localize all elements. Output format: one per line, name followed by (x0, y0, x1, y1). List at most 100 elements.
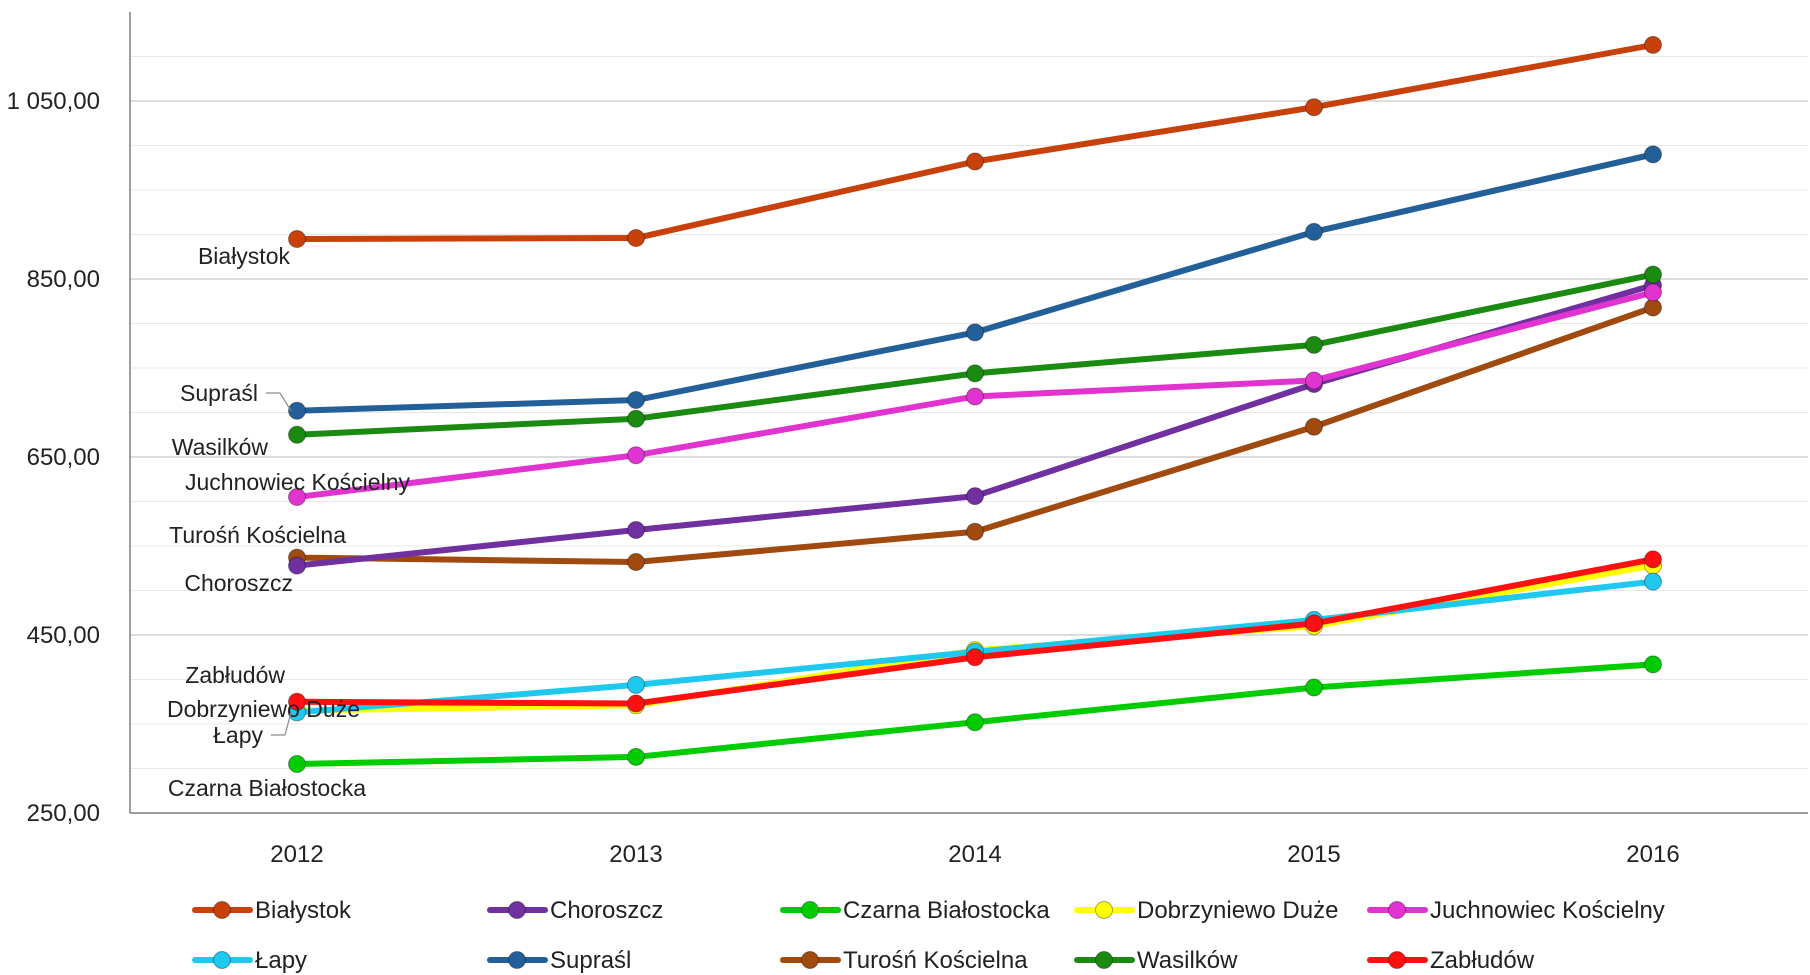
legend-label: Turośń Kościelna (843, 947, 1028, 974)
legend-item: Supraśl (487, 947, 631, 974)
data-point (1644, 283, 1662, 302)
x-axis-ticks: 2012 2013 2014 2015 2016 (270, 841, 1679, 868)
legend-swatch-marker (508, 951, 526, 969)
data-point (1305, 614, 1323, 633)
legend-item: Juchnowiec Kościelny (1367, 897, 1665, 924)
legend-label: Łapy (255, 947, 307, 974)
legend-item: Zabłudów (1367, 947, 1535, 974)
data-point (966, 713, 984, 732)
data-point (966, 487, 984, 506)
series-czarna-białostocka (288, 655, 1662, 774)
legend: Białystok Choroszcz Czarna Białostocka Dobr… (192, 897, 1665, 974)
legend-item: Wasilków (1074, 947, 1238, 974)
data-point (627, 553, 645, 572)
series-label: Zabłudów (185, 662, 285, 688)
x-tick-label: 2014 (948, 841, 1001, 868)
x-tick-label: 2016 (1626, 841, 1679, 868)
y-tick-label: 850,00 (27, 266, 100, 293)
legend-swatch-marker (801, 901, 819, 919)
axes (129, 12, 1808, 814)
legend-item: Czarna Białostocka (780, 897, 1050, 924)
data-point (288, 425, 306, 444)
legend-label: Juchnowiec Kościelny (1430, 897, 1665, 924)
legend-item: Turośń Kościelna (780, 947, 1028, 974)
legend-item: Dobrzyniewo Duże (1074, 897, 1338, 924)
data-point (288, 488, 306, 507)
data-point (627, 694, 645, 713)
legend-label: Zabłudów (1430, 947, 1535, 974)
series-lines (288, 35, 1662, 774)
legend-label: Choroszcz (550, 897, 663, 924)
data-point (1305, 371, 1323, 390)
x-tick-label: 2012 (270, 841, 323, 868)
legend-label: Białystok (255, 897, 352, 924)
y-tick-label: 1 050,00 (7, 88, 100, 115)
series-juchnowiec-kościelny (288, 283, 1662, 507)
series-label: Supraśl (180, 380, 258, 406)
legend-swatch-marker (213, 901, 231, 919)
y-tick-label: 250,00 (27, 800, 100, 827)
series-label: Białystok (198, 243, 291, 269)
data-point (966, 323, 984, 342)
series-label: Dobrzyniewo Duże (167, 696, 360, 722)
series-line (294, 556, 1656, 707)
data-point (288, 401, 306, 420)
legend-swatch-marker (801, 951, 819, 969)
data-point (966, 522, 984, 541)
label-leader-line (266, 392, 292, 412)
data-point (1305, 417, 1323, 436)
x-tick-label: 2015 (1287, 841, 1340, 868)
data-point (1644, 265, 1662, 284)
data-point (1305, 222, 1323, 241)
data-point (627, 409, 645, 428)
data-point (627, 391, 645, 410)
legend-label: Supraśl (550, 947, 631, 974)
legend-swatch-marker (213, 951, 231, 969)
series-label: Juchnowiec Kościelny (185, 469, 411, 495)
series-end-labels: Białystok Choroszcz Czarna Białostocka Dobr… (167, 243, 411, 801)
data-point (966, 387, 984, 406)
y-tick-label: 450,00 (27, 622, 100, 649)
legend-swatch-marker (1388, 901, 1406, 919)
data-point (288, 692, 306, 711)
data-point (1644, 655, 1662, 674)
data-point (966, 152, 984, 171)
series-wasilków (288, 265, 1662, 444)
y-tick-label: 650,00 (27, 444, 100, 471)
data-point (627, 675, 645, 694)
data-point (1644, 550, 1662, 569)
data-point (627, 747, 645, 766)
data-point (1305, 335, 1323, 354)
legend-item: Białystok (192, 897, 352, 924)
x-tick-label: 2013 (609, 841, 662, 868)
series-label: Choroszcz (184, 570, 293, 596)
data-point (966, 364, 984, 383)
series-line (294, 562, 1656, 714)
legend-swatch-marker (1095, 901, 1113, 919)
legend-swatch-marker (1095, 951, 1113, 969)
legend-label: Czarna Białostocka (843, 897, 1050, 924)
series-białystok (288, 35, 1662, 248)
label-leader-line (271, 712, 292, 736)
series-label: Łapy (213, 722, 263, 748)
series-line (294, 41, 1656, 242)
legend-label: Dobrzyniewo Duże (1137, 897, 1338, 924)
data-point (288, 556, 306, 575)
gridlines (130, 56, 1808, 769)
data-point (1305, 678, 1323, 697)
legend-item: Łapy (192, 947, 307, 974)
series-line (294, 271, 1656, 438)
y-axis-ticks: 250,00 450,00 650,00 850,00 1 050,00 (7, 88, 100, 827)
series-zabłudów (288, 550, 1662, 713)
data-point (627, 229, 645, 248)
series-label: Czarna Białostocka (168, 775, 366, 801)
data-point (1644, 35, 1662, 54)
data-point (627, 520, 645, 539)
data-point (627, 446, 645, 465)
data-point (1644, 298, 1662, 317)
series-label: Wasilków (172, 434, 269, 460)
legend-swatch-marker (508, 901, 526, 919)
data-point (288, 755, 306, 774)
data-point (1305, 98, 1323, 117)
